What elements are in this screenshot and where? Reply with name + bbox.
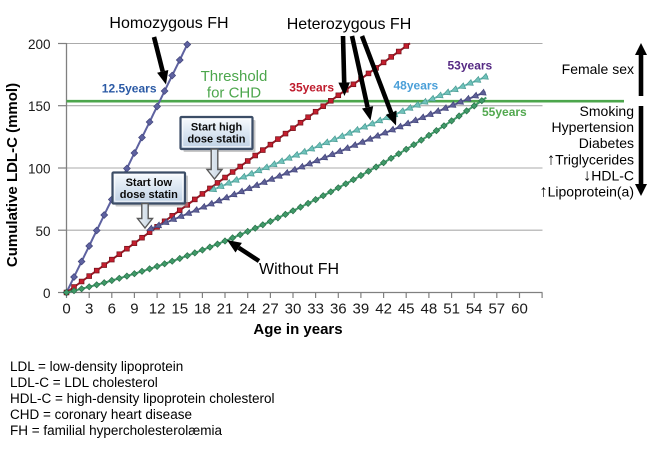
svg-text:↑Lipoprotein(a): ↑Lipoprotein(a) [539,183,634,201]
svg-text:54: 54 [466,301,483,318]
svg-text:Female sex: Female sex [562,61,634,77]
svg-text:15: 15 [171,301,188,318]
svg-text:27: 27 [262,301,279,318]
svg-text:dose statin: dose statin [120,189,178,201]
svg-text:Smoking: Smoking [580,103,634,119]
svg-text:48years: 48years [394,79,439,93]
svg-text:Threshold: Threshold [201,68,268,85]
svg-text:FH = familial hypercholesterol: FH = familial hypercholesterolæmia [10,423,222,438]
svg-text:↑Triglycerides: ↑Triglycerides [547,150,634,168]
svg-text:↓HDL-C: ↓HDL-C [583,166,634,184]
svg-text:60: 60 [511,301,528,318]
svg-text:12: 12 [149,301,166,318]
svg-text:12.5years: 12.5years [102,82,157,96]
svg-text:LDL-C = LDL cholesterol: LDL-C = LDL cholesterol [10,375,158,390]
svg-text:24: 24 [239,301,256,318]
svg-text:200: 200 [28,37,51,52]
svg-text:48: 48 [421,301,438,318]
svg-text:0: 0 [62,301,70,318]
svg-text:55years: 55years [482,105,527,119]
svg-text:51: 51 [443,301,460,318]
svg-text:LDL = low-density lipoprotein: LDL = low-density lipoprotein [10,359,183,374]
svg-text:Diabetes: Diabetes [579,135,634,151]
svg-text:Age in years: Age in years [253,321,342,338]
svg-text:57: 57 [488,301,505,318]
svg-text:33: 33 [307,301,324,318]
svg-text:dose statin: dose statin [187,134,245,146]
svg-text:35years: 35years [289,81,334,95]
svg-text:Without FH: Without FH [259,261,339,278]
svg-text:Hypertension: Hypertension [552,119,635,135]
svg-text:45: 45 [398,301,415,318]
svg-text:9: 9 [130,301,138,318]
svg-text:30: 30 [285,301,302,318]
svg-text:Homozygous FH: Homozygous FH [109,15,228,32]
svg-text:21: 21 [217,301,234,318]
svg-text:for CHD: for CHD [207,85,261,102]
svg-text:39: 39 [353,301,370,318]
svg-text:HDL-C = high-density lipoprote: HDL-C = high-density lipoprotein cholest… [10,391,275,406]
svg-text:CHD = coronary heart disease: CHD = coronary heart disease [10,407,192,422]
svg-text:53years: 53years [448,59,493,73]
svg-text:3: 3 [85,301,93,318]
svg-text:Cumulative LDL-C (mmol): Cumulative LDL-C (mmol) [4,83,21,267]
svg-text:50: 50 [35,224,50,239]
svg-text:36: 36 [330,301,347,318]
svg-text:0: 0 [43,286,51,301]
svg-text:42: 42 [375,301,392,318]
svg-text:150: 150 [28,99,51,114]
svg-text:Start high: Start high [191,121,243,133]
svg-text:Heterozygous FH: Heterozygous FH [287,16,412,33]
svg-text:Start low: Start low [126,177,173,189]
svg-text:100: 100 [28,162,51,177]
svg-text:6: 6 [108,301,116,318]
svg-text:18: 18 [194,301,211,318]
